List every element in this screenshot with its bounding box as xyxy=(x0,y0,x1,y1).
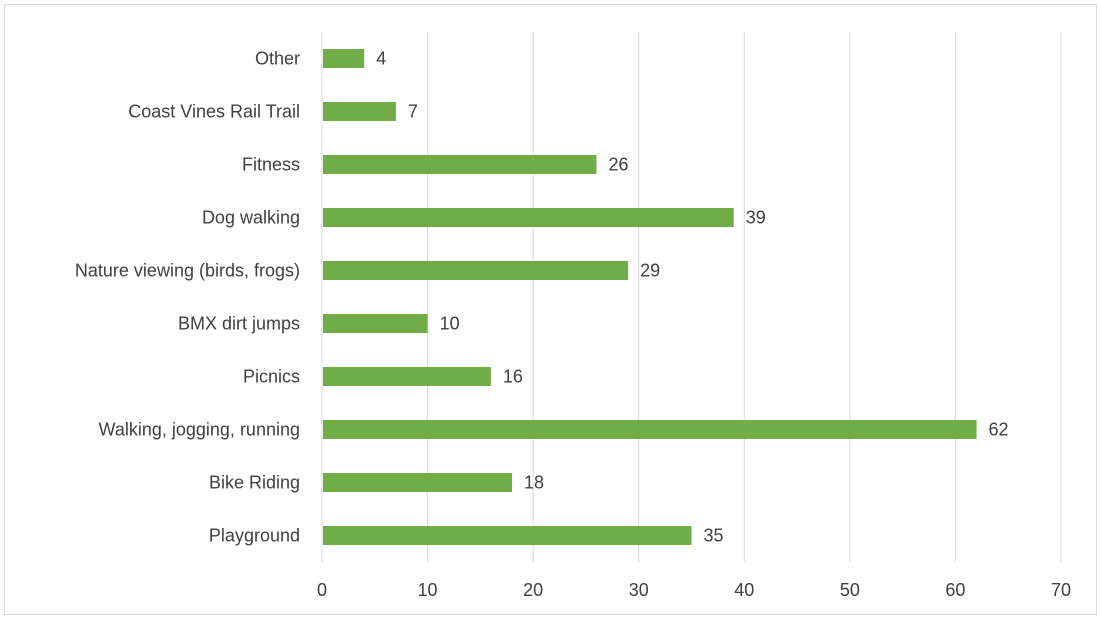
x-tick-label: 20 xyxy=(523,580,543,600)
category-label: Playground xyxy=(209,526,300,546)
category-label: Dog walking xyxy=(202,208,300,228)
category-label: BMX dirt jumps xyxy=(178,314,300,334)
x-tick-label: 60 xyxy=(945,580,965,600)
data-label: 18 xyxy=(524,473,544,493)
data-label: 16 xyxy=(503,367,523,387)
data-label: 39 xyxy=(746,208,766,228)
bar xyxy=(323,314,428,333)
data-label: 29 xyxy=(640,261,660,281)
bar xyxy=(323,261,629,280)
data-label: 4 xyxy=(376,49,386,69)
x-tick-label: 70 xyxy=(1051,580,1071,600)
category-labels: Playground Bike Riding Walking, jogging, r… xyxy=(75,49,300,546)
bars xyxy=(323,49,977,545)
category-label: Nature viewing (birds, frogs) xyxy=(75,261,300,281)
bar xyxy=(323,526,692,545)
bar xyxy=(323,367,491,386)
category-label: Bike Riding xyxy=(209,473,300,493)
bar xyxy=(323,208,734,227)
x-tick-label: 50 xyxy=(840,580,860,600)
x-axis-tick-labels: 0 10 20 30 40 50 60 70 xyxy=(317,580,1071,600)
data-label: 62 xyxy=(989,420,1009,440)
bar xyxy=(323,102,396,121)
data-label: 10 xyxy=(440,314,460,334)
data-label: 26 xyxy=(608,155,628,175)
bar xyxy=(323,49,365,68)
data-labels: 35 18 62 16 10 29 39 26 7 4 xyxy=(376,49,1008,546)
bar xyxy=(323,473,513,492)
category-label: Walking, jogging, running xyxy=(99,420,300,440)
data-label: 35 xyxy=(704,526,724,546)
category-label: Picnics xyxy=(243,367,300,387)
x-tick-label: 10 xyxy=(418,580,438,600)
bar xyxy=(323,420,977,439)
data-label: 7 xyxy=(408,102,418,122)
x-tick-label: 0 xyxy=(317,580,327,600)
category-label: Coast Vines Rail Trail xyxy=(128,102,300,122)
x-tick-label: 30 xyxy=(629,580,649,600)
category-label: Other xyxy=(255,49,300,69)
bar xyxy=(323,155,597,174)
category-label: Fitness xyxy=(242,155,300,175)
chart-frame xyxy=(4,4,1097,615)
x-tick-label: 40 xyxy=(734,580,754,600)
